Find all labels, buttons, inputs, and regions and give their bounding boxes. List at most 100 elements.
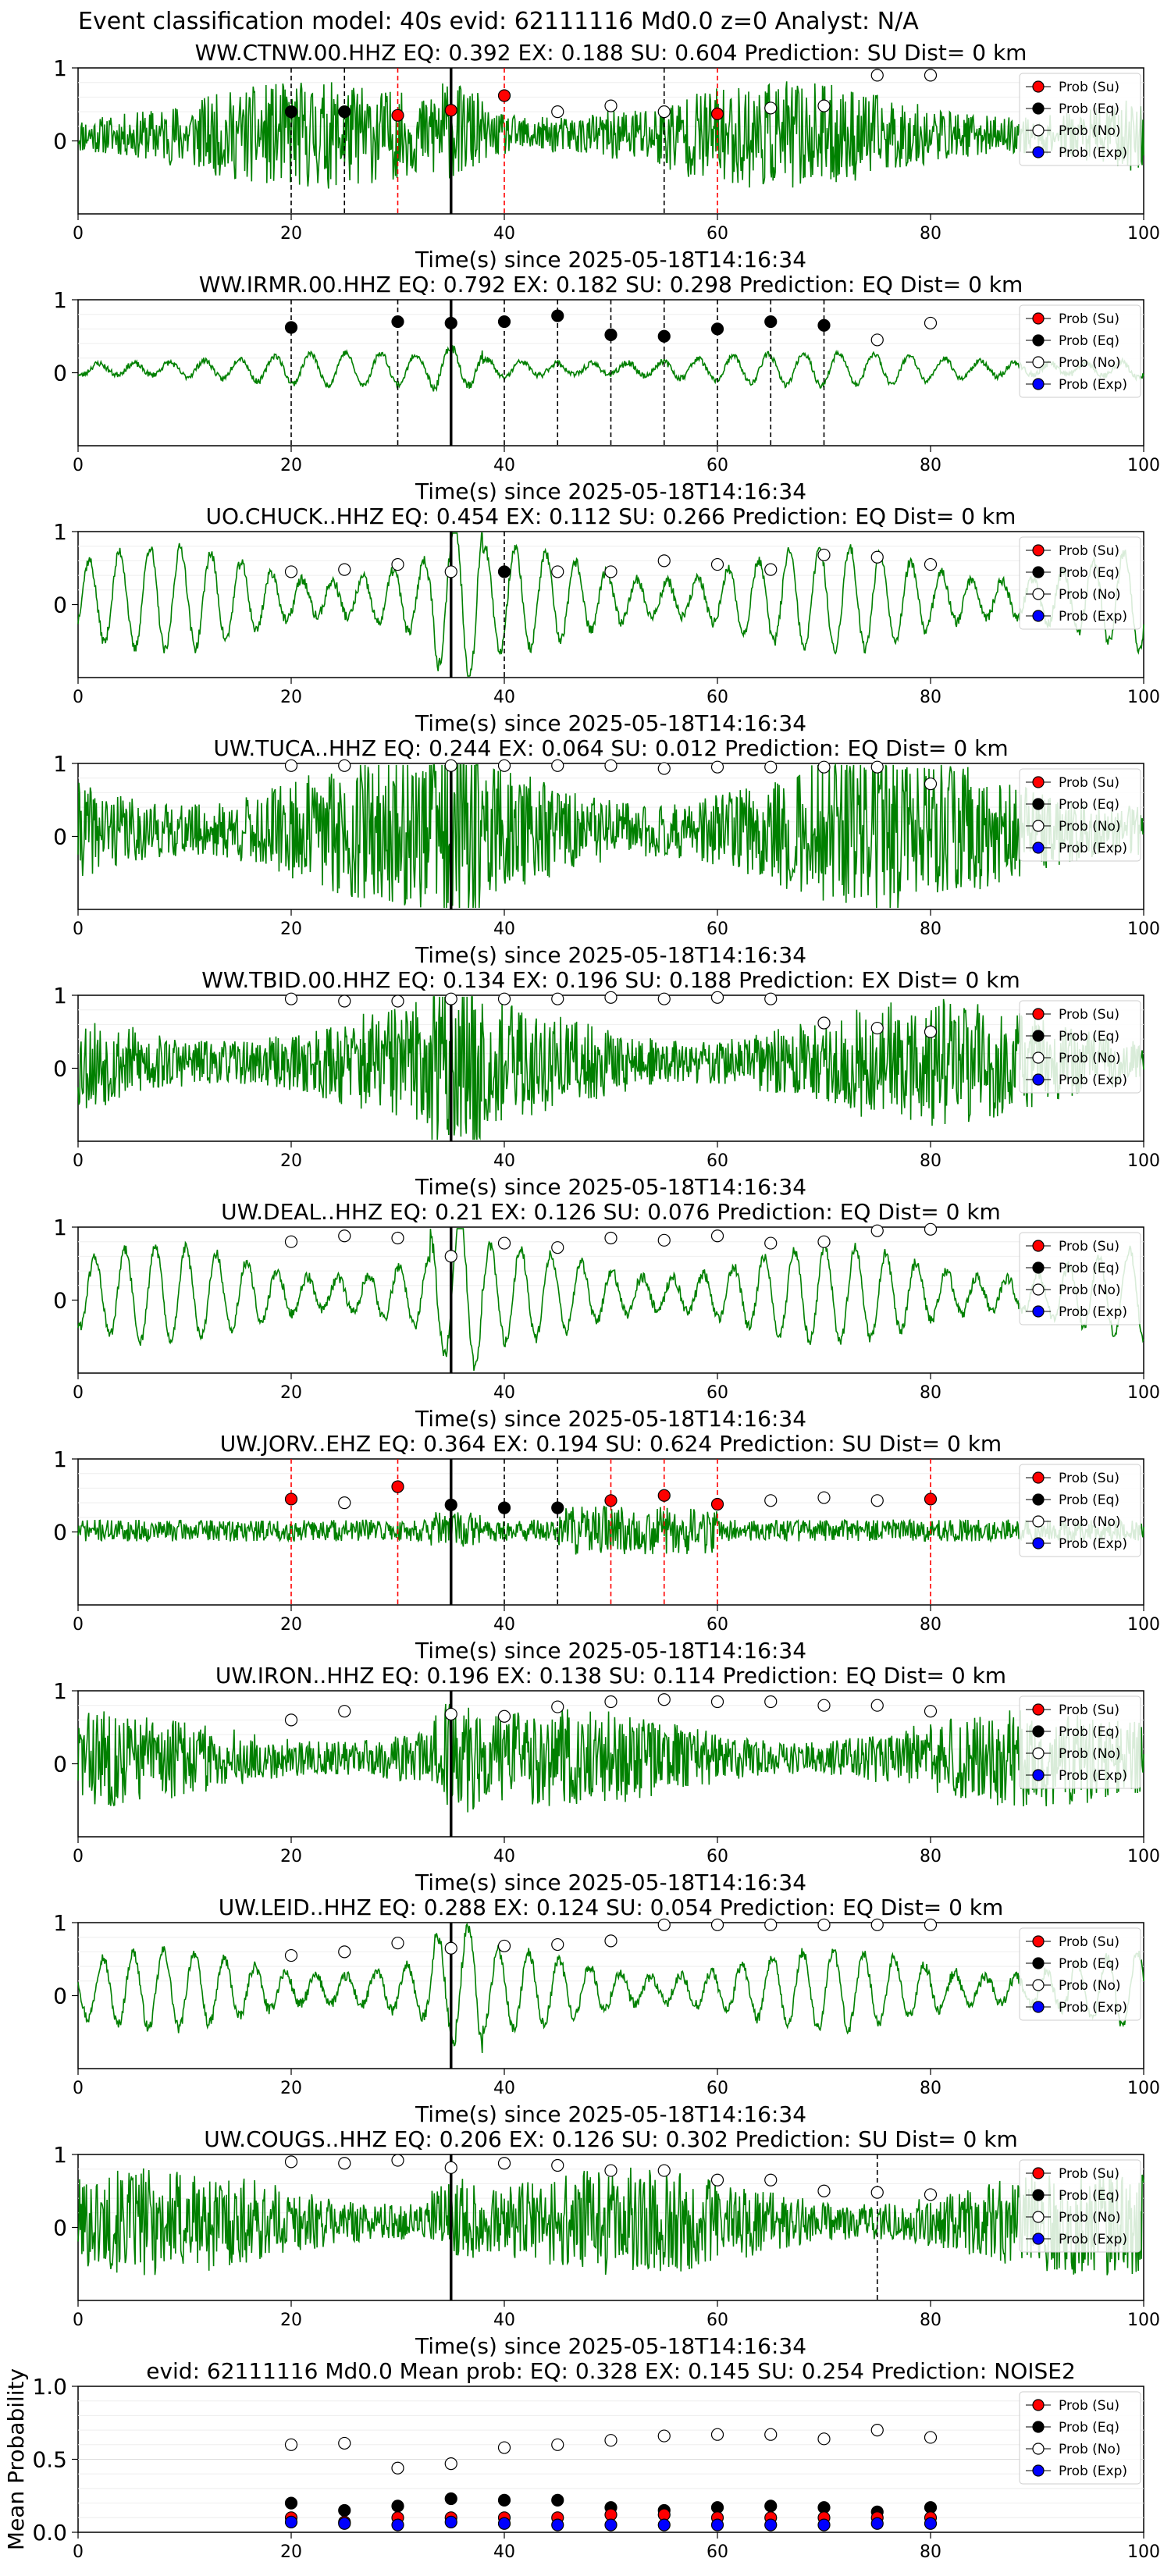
x-tick-label: 100 <box>1127 920 1160 939</box>
y-tick-label: 1 <box>53 1446 67 1472</box>
legend-label: Prob (Eq) <box>1059 1956 1119 1972</box>
mean-point-exp <box>924 2517 938 2530</box>
x-tick-label: 40 <box>493 456 515 475</box>
prob-point-no <box>870 1021 884 1035</box>
prob-point-no <box>551 2158 564 2172</box>
prob-point-no <box>551 992 564 1005</box>
prob-point-no <box>710 760 724 774</box>
legend-label: Prob (No) <box>1059 1746 1121 1762</box>
legend-marker-eq <box>1032 2421 1045 2433</box>
prob-point-no <box>710 1695 724 1709</box>
legend-label: Prob (Exp) <box>1059 2232 1127 2247</box>
x-tick-label: 0 <box>73 2311 84 2330</box>
prob-point-no <box>497 992 511 1005</box>
x-tick-label: 100 <box>1127 2311 1160 2330</box>
prob-point-no <box>338 563 351 576</box>
y-tick-label: 1 <box>53 751 67 777</box>
legend-label: Prob (Eq) <box>1059 1029 1119 1044</box>
y-tick-label: 0 <box>53 592 67 618</box>
prob-point-no <box>391 557 404 571</box>
prob-point-no <box>497 759 511 772</box>
x-tick-label: 20 <box>280 688 302 707</box>
prob-point-no <box>710 991 724 1004</box>
prob-point-no <box>817 548 831 562</box>
legend-box <box>1019 73 1141 166</box>
x-tick-label: 20 <box>280 2079 302 2098</box>
prob-point-no <box>710 1918 724 1931</box>
x-axis-label: Time(s) since 2025-05-18T14:16:34 <box>415 1638 806 1663</box>
legend-label: Prob (Exp) <box>1059 841 1127 856</box>
prob-point-no <box>924 1222 938 1236</box>
prob-point-no <box>924 777 938 791</box>
legend-label: Prob (Su) <box>1059 2398 1119 2414</box>
prob-point-no <box>284 2155 298 2169</box>
legend-marker-exp <box>1032 610 1045 622</box>
legend-box <box>1019 536 1141 630</box>
legend-marker-exp <box>1032 1537 1045 1550</box>
mean-point-eq <box>551 2493 564 2507</box>
mean-point-no <box>924 2431 938 2444</box>
axes-frame <box>77 1226 1144 1374</box>
prob-point-no <box>444 1941 457 1955</box>
legend-label: Prob (Exp) <box>1059 2464 1127 2479</box>
x-tick-label: 100 <box>1127 1847 1160 1866</box>
legend-label: Prob (No) <box>1059 355 1121 371</box>
panel-title: WW.TBID.00.HHZ EQ: 0.134 EX: 0.196 SU: 0… <box>201 967 1020 993</box>
x-axis-label: Time(s) since 2025-05-18T14:16:34 <box>415 710 806 736</box>
legend-box <box>1019 1000 1141 1094</box>
waveform-trace <box>77 81 1144 189</box>
prob-point-no <box>924 316 938 330</box>
x-tick-label: 40 <box>493 1615 515 1635</box>
legend-marker-su <box>1032 1008 1045 1020</box>
legend-label: Prob (Eq) <box>1059 565 1119 581</box>
legend: Prob (Su) Prob (Eq) Prob (No) Prob (Exp) <box>1019 768 1141 862</box>
prob-point-no <box>444 2161 457 2174</box>
mean-point-exp <box>551 2518 564 2532</box>
waveform-trace <box>77 1228 1144 1372</box>
panel-title: UW.IRON..HHZ EQ: 0.196 EX: 0.138 SU: 0.1… <box>215 1663 1006 1688</box>
legend-marker-eq <box>1032 1493 1045 1506</box>
legend-marker-su <box>1032 2167 1045 2179</box>
mean-point-exp <box>657 2518 671 2532</box>
legend-marker-eq <box>1032 798 1045 810</box>
panel-title: UW.LEID..HHZ EQ: 0.288 EX: 0.124 SU: 0.0… <box>219 1895 1004 1920</box>
x-tick-label: 40 <box>493 1151 515 1171</box>
panel-4: UW.TUCA..HHZ EQ: 0.244 EX: 0.064 SU: 0.0… <box>53 735 1160 968</box>
waveform-trace <box>77 2167 1144 2275</box>
x-tick-label: 60 <box>707 2542 728 2562</box>
x-tick-label: 100 <box>1127 224 1160 244</box>
legend: Prob (Su) Prob (Eq) Prob (No) Prob (Exp) <box>1019 2159 1141 2253</box>
prob-point-no <box>338 994 351 1008</box>
prob-point-no <box>924 69 938 82</box>
prob-point-no <box>391 994 404 1008</box>
legend-marker-su <box>1032 80 1045 93</box>
panel-title: UW.TUCA..HHZ EQ: 0.244 EX: 0.064 SU: 0.0… <box>213 735 1008 761</box>
prob-point-no <box>338 1945 351 1959</box>
legend-marker-no <box>1032 124 1045 137</box>
prob-point-eq <box>444 316 457 330</box>
y-tick-label: 0 <box>53 824 67 850</box>
legend-marker-su <box>1032 1240 1045 1252</box>
prob-point-eq <box>338 105 351 119</box>
prob-point-no <box>924 1705 938 1718</box>
prob-point-no <box>764 1236 778 1250</box>
legend-marker-su <box>1032 544 1045 557</box>
prob-point-eq <box>710 322 724 336</box>
legend-box <box>1019 1695 1141 1789</box>
panel-11: evid: 62111116 Md0.0 Mean prob: EQ: 0.32… <box>3 2358 1160 2562</box>
x-axis-label: Time(s) since 2025-05-18T14:16:34 <box>415 247 806 272</box>
legend-marker-eq <box>1032 1030 1045 1042</box>
legend-box <box>1019 1464 1141 1557</box>
prob-point-su <box>710 1497 724 1511</box>
prob-point-no <box>284 1713 298 1727</box>
prob-point-su <box>657 1489 671 1502</box>
x-tick-label: 100 <box>1127 2079 1160 2098</box>
prob-point-eq <box>444 1498 457 1512</box>
mean-point-exp <box>284 2515 298 2529</box>
prob-point-no <box>924 1025 938 1038</box>
prob-point-no <box>764 1695 778 1709</box>
legend-label: Prob (Exp) <box>1059 1304 1127 1320</box>
y-tick-label: 0 <box>53 1288 67 1314</box>
x-tick-label: 60 <box>707 2079 728 2098</box>
mean-point-exp <box>497 2517 511 2530</box>
